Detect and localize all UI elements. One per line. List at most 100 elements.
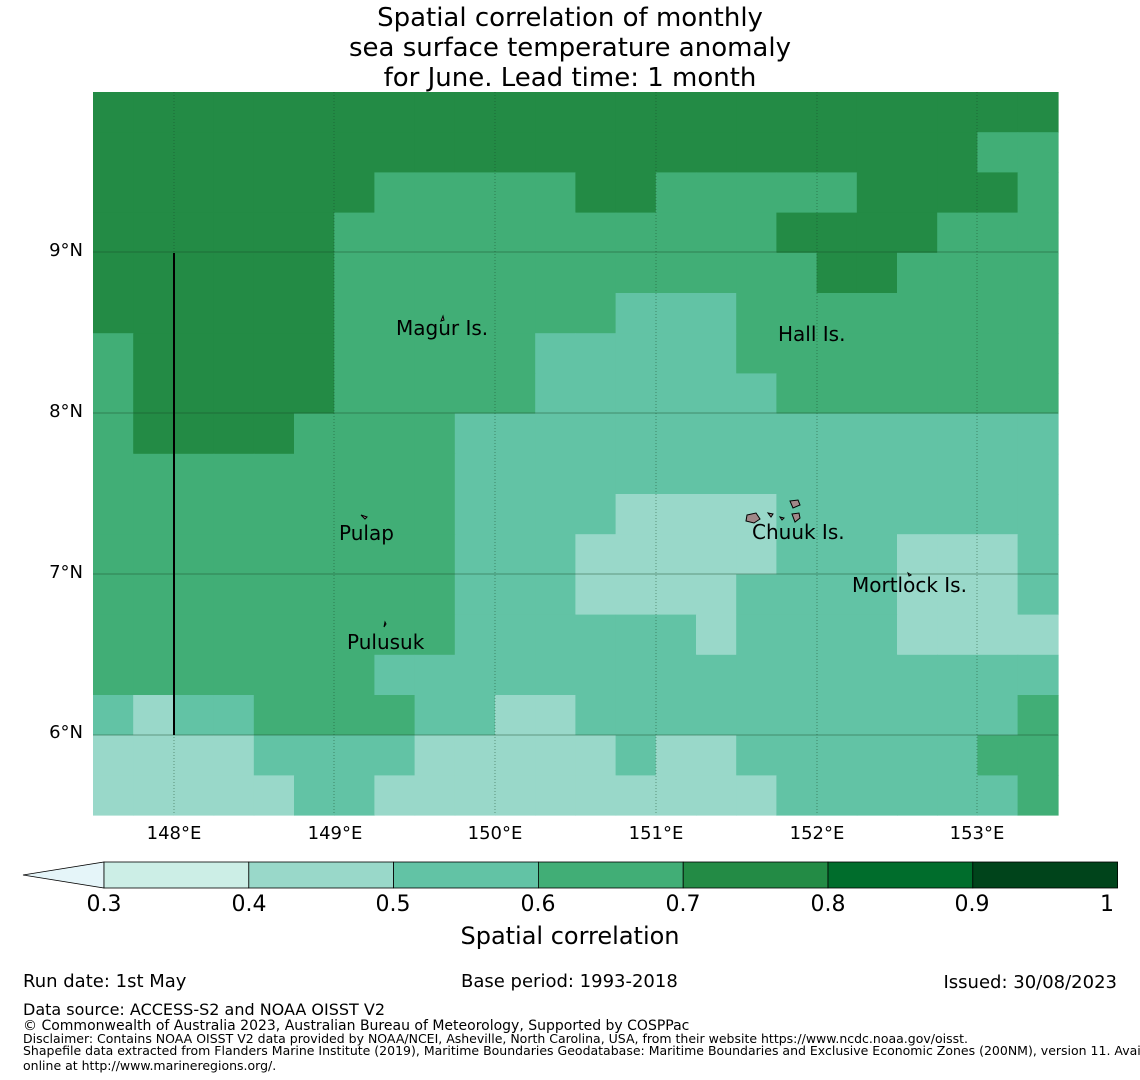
grid-cell <box>334 775 375 816</box>
grid-cell <box>133 574 174 616</box>
grid-cell <box>213 92 255 133</box>
grid-cell <box>495 293 536 334</box>
grid-cell <box>655 654 697 696</box>
colorbar-tick-4: 0.7 <box>665 892 701 917</box>
grid-cell <box>937 775 978 816</box>
grid-cell <box>294 534 335 575</box>
grid-cell <box>374 172 416 214</box>
grid-cell <box>856 373 898 415</box>
grid-cell <box>414 775 456 816</box>
grid-cell <box>897 695 938 736</box>
grid-cell <box>977 252 1019 294</box>
grid-cell <box>374 735 416 776</box>
grid-cell <box>575 614 617 656</box>
grid-cell <box>253 534 295 575</box>
grid-cell <box>615 132 657 173</box>
title-line-1: Spatial correlation of monthly <box>377 3 763 33</box>
grid-cell <box>897 614 938 656</box>
grid-cell <box>454 92 496 133</box>
grid-cell <box>977 453 1019 495</box>
grid-cell <box>173 494 215 535</box>
grid-cell <box>495 534 536 575</box>
grid-cell <box>495 212 536 254</box>
grid-cell <box>696 212 737 254</box>
grid-cell <box>334 132 375 173</box>
grid-cell <box>776 534 818 575</box>
grid-cell <box>776 92 818 133</box>
grid-cell <box>776 695 818 736</box>
grid-cell <box>937 453 978 495</box>
grid-cell <box>1017 373 1059 415</box>
grid-cell <box>294 735 335 776</box>
grid-cell <box>615 453 657 495</box>
grid-cell <box>615 735 657 776</box>
grid-cell <box>253 333 295 374</box>
grid-cell <box>977 92 1019 133</box>
grid-cell <box>454 614 496 656</box>
colorbar-tick-6: 0.9 <box>954 892 990 917</box>
grid-cell <box>736 252 777 294</box>
grid-cell <box>93 293 134 334</box>
grid-cell <box>696 614 737 656</box>
grid-cell <box>897 293 938 334</box>
grid-cell <box>977 614 1019 656</box>
grid-cell <box>816 494 858 535</box>
grid-cell <box>93 654 134 696</box>
grid-cell <box>816 252 858 294</box>
grid-cell <box>253 252 295 294</box>
grid-cell <box>454 494 496 535</box>
grid-cell <box>253 614 295 656</box>
grid-cell <box>253 453 295 495</box>
grid-cell <box>334 534 375 575</box>
grid-cell <box>173 293 215 334</box>
grid-cell <box>937 172 978 214</box>
island-markers <box>360 314 912 628</box>
grid-cell <box>374 614 416 656</box>
grid-cell <box>736 373 777 415</box>
grid-cell <box>856 494 898 535</box>
grid-cell <box>1017 775 1059 816</box>
grid-cell <box>294 293 335 334</box>
graticule <box>93 92 1058 815</box>
grid-cell <box>897 252 938 294</box>
grid-cell <box>736 775 777 816</box>
grid-cell <box>575 92 617 133</box>
grid-cell <box>535 453 576 495</box>
grid-cell <box>374 132 416 173</box>
grid-cell <box>133 413 174 455</box>
grid-cell <box>414 654 456 696</box>
grid-cell <box>495 574 536 616</box>
grid-cell <box>1017 494 1059 535</box>
colorbar-tick-1: 0.4 <box>231 892 267 917</box>
grid-cell <box>736 453 777 495</box>
colorbar-segment <box>103 861 250 889</box>
grid-cell <box>495 132 536 173</box>
grid-cell <box>253 654 295 696</box>
grid-cell <box>454 654 496 696</box>
grid-cell <box>253 695 295 736</box>
grid-cell <box>816 293 858 334</box>
grid-cell <box>816 695 858 736</box>
correlation-grid <box>93 92 1059 816</box>
grid-cell <box>173 654 215 696</box>
grid-cell <box>213 212 255 254</box>
grid-cell <box>213 695 255 736</box>
grid-cell <box>535 775 576 816</box>
grid-cell <box>977 654 1019 696</box>
grid-cell <box>776 373 818 415</box>
grid-cell <box>655 534 697 575</box>
grid-cell <box>816 333 858 374</box>
grid-cell <box>253 293 295 334</box>
title-line-2: sea surface temperature anomaly <box>349 33 791 63</box>
grid-cell <box>213 453 255 495</box>
grid-cell <box>937 534 978 575</box>
grid-cell <box>856 333 898 374</box>
grid-cell <box>374 333 416 374</box>
grid-cell <box>173 333 215 374</box>
colorbar-segment <box>393 861 539 889</box>
grid-cell <box>856 614 898 656</box>
grid-cell <box>1017 293 1059 334</box>
island-chuuk-1 <box>789 499 801 509</box>
shapefile-credit-2: online at http://www.marineregions.org/. <box>23 1058 277 1073</box>
grid-cell <box>575 775 617 816</box>
